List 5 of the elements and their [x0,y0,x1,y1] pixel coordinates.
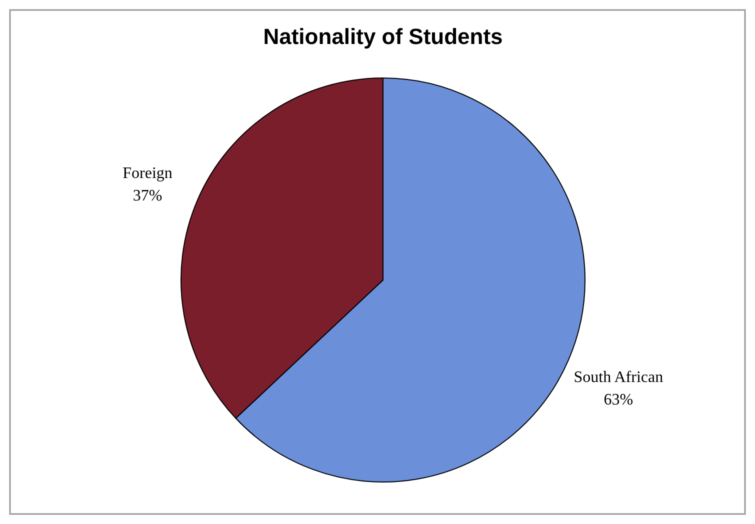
slice-label: South African [574,368,664,386]
data-label: 63% [604,391,634,408]
data-label: 37% [132,188,162,205]
slice-label: Foreign [122,165,172,182]
chart-title: Nationality of Students [263,24,503,49]
